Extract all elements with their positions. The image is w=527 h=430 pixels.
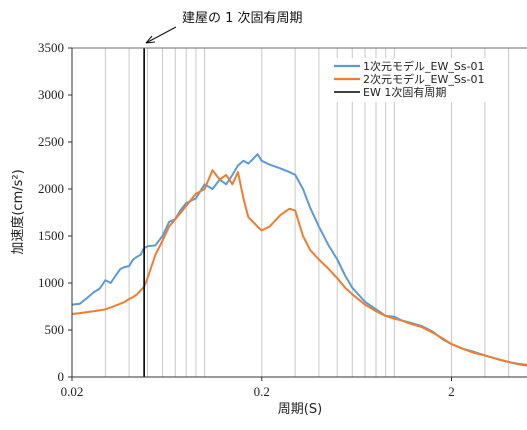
series-line-2 [71,169,527,366]
x-axis-label: 周期(S) [278,402,322,417]
y-axis-label: 加速度(cm/s²) [10,169,26,254]
annotation-arrowhead [145,35,156,44]
y-tick-label: 2000 [38,181,64,196]
grid-layer [104,48,510,377]
annotation-text: 建屋の 1 次固有周期 [182,10,303,26]
axis-layer: 0 500 1000 1500 2000 2500 3000 3500 0.02 0.2 2 [38,40,527,399]
series-layer [71,48,527,377]
x-tick-label: 2 [448,384,455,399]
legend-label-2d-model: 2次元モデル_EW_Ss-01 [363,72,485,86]
annotation: 建屋の 1 次固有周期 [145,10,303,44]
y-tick-label: 3000 [38,87,64,102]
y-tick-label: 1000 [38,275,64,290]
legend-label-natural-period: EW 1次固有周期 [363,85,446,99]
y-tick-label: 500 [45,322,65,337]
x-tick-label: 0.02 [61,384,84,399]
y-tick-label: 1500 [38,228,64,243]
y-tick-label: 2500 [38,134,64,149]
y-tick-label: 0 [58,369,65,384]
legend-label-1d-model: 1次元モデル_EW_Ss-01 [363,59,485,73]
x-tick-label: 0.2 [254,384,270,399]
series-line-1 [71,153,527,367]
annotation-arrow [145,26,177,44]
legend: 1次元モデル_EW_Ss-01 2次元モデル_EW_Ss-01 EW 1次固有周… [327,58,501,102]
y-tick-label: 3500 [38,40,64,55]
